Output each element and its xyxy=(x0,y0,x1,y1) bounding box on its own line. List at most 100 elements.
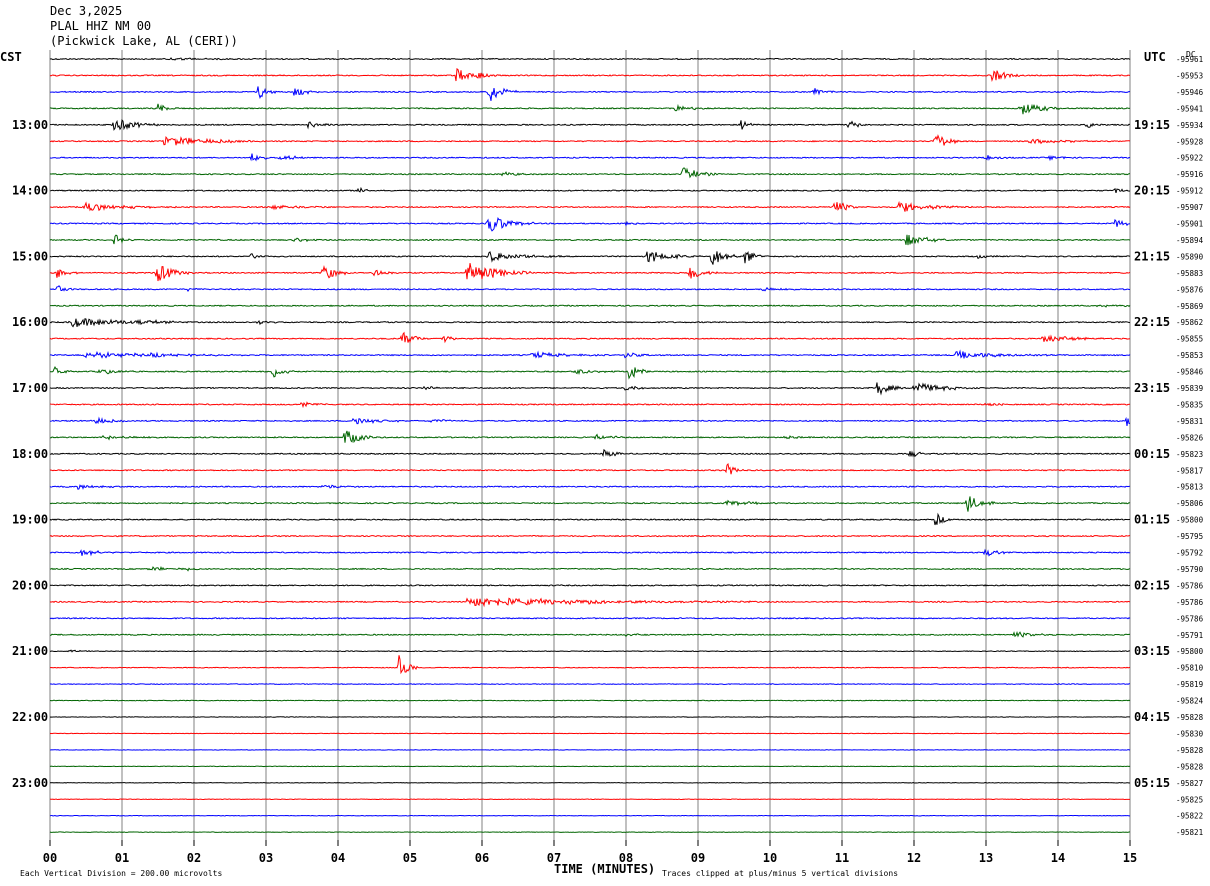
trace-row xyxy=(49,401,1131,409)
trace-row xyxy=(49,285,1131,292)
trace-row xyxy=(49,782,1131,784)
trace-row xyxy=(49,732,1130,735)
right-hour-label: 21:15 xyxy=(1134,249,1170,263)
x-tick-label: 13 xyxy=(979,851,993,865)
left-timezone-label: CST xyxy=(0,50,22,64)
x-tick-label: 02 xyxy=(187,851,201,865)
dc-offset-label: -95824 xyxy=(1176,697,1204,706)
dc-offset-label: -95890 xyxy=(1176,252,1204,261)
left-hour-label: 15:00 xyxy=(12,249,48,263)
trace-row xyxy=(49,167,1131,179)
left-hour-label: 22:00 xyxy=(12,710,48,724)
left-hour-label: 21:00 xyxy=(12,644,48,658)
right-hour-label: 01:15 xyxy=(1134,513,1170,527)
dc-offset-label: -95819 xyxy=(1176,680,1203,689)
trace-row xyxy=(49,496,1131,512)
clip-note: Traces clipped at plus/minus 5 vertical … xyxy=(662,869,898,878)
trace-row xyxy=(49,234,1131,246)
left-hour-label: 13:00 xyxy=(12,118,48,132)
trace-row xyxy=(49,263,1131,282)
dc-offset-label: -95800 xyxy=(1176,647,1204,656)
dc-offset-label: -95806 xyxy=(1176,499,1204,508)
station-code: PLAL HHZ NM 00 xyxy=(50,19,152,33)
dc-offset-label: -95786 xyxy=(1176,598,1204,607)
trace-row xyxy=(49,382,1131,396)
trace-row xyxy=(49,318,1131,328)
dc-offset-label: -95800 xyxy=(1176,516,1204,525)
dc-offset-label: -95901 xyxy=(1176,220,1203,229)
dc-offset-label: -95813 xyxy=(1176,483,1203,492)
trace-row xyxy=(49,331,1131,344)
trace-row xyxy=(49,250,1131,265)
x-tick-label: 07 xyxy=(547,851,561,865)
dc-offset-label: -95846 xyxy=(1176,368,1204,377)
dc-offset-label: -95953 xyxy=(1176,71,1203,80)
trace-row xyxy=(49,814,1131,817)
x-tick-label: 15 xyxy=(1123,851,1137,865)
trace-row xyxy=(49,683,1130,686)
left-hour-label: 20:00 xyxy=(12,578,48,592)
trace-row xyxy=(49,186,1131,193)
dc-offset-label: -95828 xyxy=(1176,746,1204,755)
plot-background xyxy=(50,50,1130,840)
dc-offset-label: -95853 xyxy=(1176,351,1203,360)
trace-row xyxy=(49,749,1131,751)
dc-offset-label: -95792 xyxy=(1176,549,1203,558)
dc-offset-label: -95831 xyxy=(1176,417,1203,426)
right-hour-label: 00:15 xyxy=(1134,447,1170,461)
trace-row xyxy=(49,534,1131,538)
dc-offset-label: -95827 xyxy=(1176,779,1203,788)
trace-row xyxy=(49,430,1131,444)
trace-row xyxy=(49,548,1131,557)
dc-offset-label: -95835 xyxy=(1176,400,1203,409)
dc-offset-label: -95869 xyxy=(1176,302,1203,311)
dc-offset-label: -95941 xyxy=(1176,104,1203,113)
trace-row xyxy=(49,119,1131,131)
left-hour-label: 23:00 xyxy=(12,776,48,790)
station-location: (Pickwick Lake, AL (CERI)) xyxy=(50,34,238,48)
dc-offset-label: -95883 xyxy=(1176,269,1203,278)
dc-offset-label: -95826 xyxy=(1176,433,1204,442)
dc-offset-label: -95795 xyxy=(1176,532,1203,541)
right-hour-label: 19:15 xyxy=(1134,118,1170,132)
dc-offset-label: -95928 xyxy=(1176,137,1204,146)
right-timezone-label: UTC xyxy=(1144,50,1166,64)
dc-offset-label: -95830 xyxy=(1176,729,1204,738)
dc-offset-label: -95922 xyxy=(1176,154,1203,163)
x-tick-label: 12 xyxy=(907,851,921,865)
trace-row xyxy=(49,649,1131,653)
trace-row xyxy=(49,617,1131,620)
trace-row xyxy=(49,716,1131,718)
minute-grid xyxy=(49,50,1131,840)
x-tick-label: 04 xyxy=(331,851,345,865)
trace-row xyxy=(49,349,1131,359)
trace-row xyxy=(49,217,1131,232)
x-tick-label: 10 xyxy=(763,851,777,865)
x-tick-label: 09 xyxy=(691,851,705,865)
x-tick-label: 08 xyxy=(619,851,633,865)
right-hour-label: 03:15 xyxy=(1134,644,1170,658)
left-hour-label: 16:00 xyxy=(12,315,48,329)
dc-offset-label: -95934 xyxy=(1176,121,1204,130)
left-hour-label: 19:00 xyxy=(12,513,48,527)
seismic-traces xyxy=(49,57,1131,833)
trace-row xyxy=(49,365,1131,380)
x-tick-label: 11 xyxy=(835,851,849,865)
trace-row xyxy=(49,584,1131,587)
dc-offset-label: -95876 xyxy=(1176,285,1204,294)
x-tick-label: 03 xyxy=(259,851,273,865)
dc-offset-label: -95791 xyxy=(1176,631,1203,640)
right-hour-label: 02:15 xyxy=(1134,578,1170,592)
trace-row xyxy=(49,765,1131,768)
dc-label: DC xyxy=(1186,50,1196,59)
right-hour-label: 04:15 xyxy=(1134,710,1170,724)
right-hour-label: 05:15 xyxy=(1134,776,1170,790)
dc-offset-label: -95810 xyxy=(1176,664,1204,673)
trace-row xyxy=(49,68,1131,82)
trace-row xyxy=(49,597,1131,608)
x-axis-label: TIME (MINUTES) xyxy=(554,862,655,876)
trace-row xyxy=(49,416,1131,427)
trace-row xyxy=(49,798,1131,801)
trace-row xyxy=(49,512,1131,526)
